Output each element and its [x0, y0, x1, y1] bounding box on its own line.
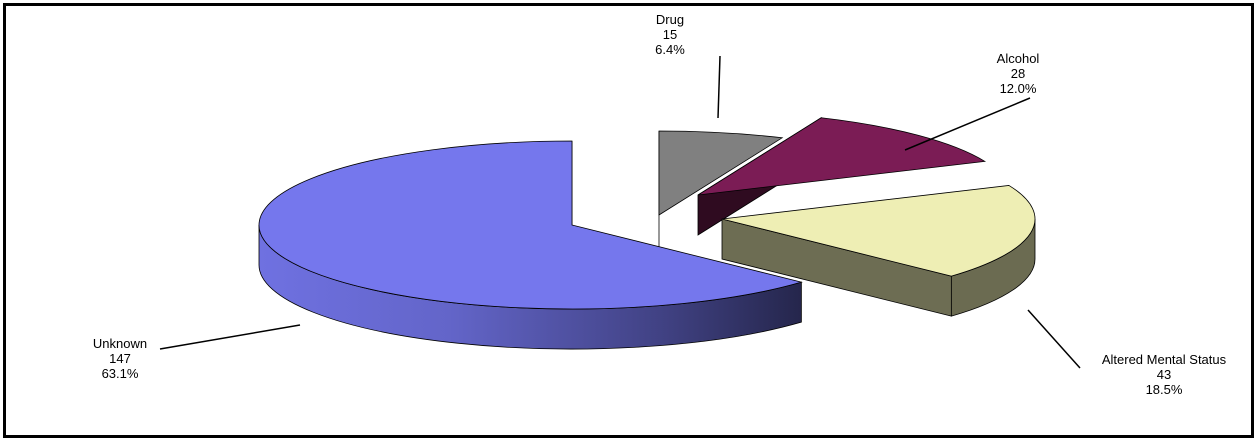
leader-line-unknown — [160, 325, 300, 349]
data-label-drug-name: Drug — [656, 12, 684, 27]
data-label-altered-mental-status-percent: 18.5% — [1146, 382, 1183, 397]
leader-line-altered-mental-status — [1028, 310, 1080, 368]
data-label-drug-value: 15 — [663, 27, 677, 42]
data-label-unknown-percent: 63.1% — [102, 366, 139, 381]
leader-line-drug — [718, 56, 720, 118]
data-label-alcohol-value: 28 — [1011, 66, 1025, 81]
data-label-alcohol-percent: 12.0% — [1000, 81, 1037, 96]
data-label-drug-percent: 6.4% — [655, 42, 685, 57]
data-label-altered-mental-status-name: Altered Mental Status — [1102, 352, 1227, 367]
data-label-altered-mental-status-value: 43 — [1157, 367, 1171, 382]
data-label-unknown-value: 147 — [109, 351, 131, 366]
data-label-unknown-name: Unknown — [93, 336, 147, 351]
leader-line-alcohol — [905, 98, 1030, 150]
data-label-alcohol-name: Alcohol — [997, 51, 1040, 66]
